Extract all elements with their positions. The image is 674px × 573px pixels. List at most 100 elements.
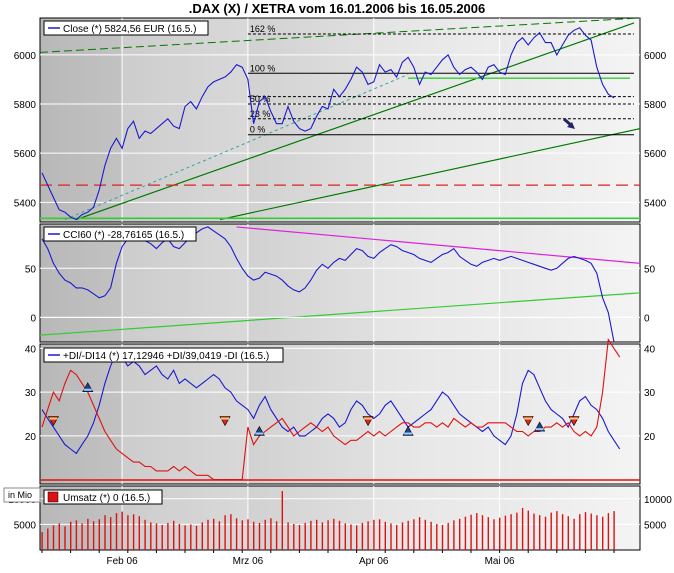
volume-bar bbox=[539, 515, 541, 550]
volume-unit-label: in Mio bbox=[8, 490, 32, 500]
volume-bar bbox=[590, 513, 592, 550]
volume-bar bbox=[224, 515, 226, 550]
volume-bar bbox=[304, 522, 306, 550]
volume-bar bbox=[155, 523, 158, 550]
volume-bar bbox=[464, 516, 467, 550]
y-tick-label-right: 40 bbox=[644, 344, 656, 355]
trend-line-main bbox=[76, 22, 635, 221]
month-band bbox=[373, 19, 500, 221]
volume-bar bbox=[447, 522, 449, 550]
volume-bar bbox=[298, 524, 301, 550]
volume-bar bbox=[150, 522, 152, 550]
volume-bar bbox=[270, 518, 272, 550]
volume-bar bbox=[253, 521, 255, 550]
volume-bar bbox=[430, 521, 432, 550]
volume-bar bbox=[70, 521, 72, 550]
volume-bar bbox=[361, 522, 364, 550]
volume-bar bbox=[58, 523, 60, 550]
trend-line-dotted bbox=[64, 74, 409, 221]
sell-signal-marker-band bbox=[364, 417, 373, 420]
legend-cci-label: CCI60 (*) -28,76165 (16.5.) bbox=[63, 230, 184, 241]
volume-bar bbox=[401, 522, 404, 550]
y-tick-label-right: 5600 bbox=[644, 149, 667, 160]
y-tick-label-left: 5000 bbox=[14, 520, 37, 531]
volume-bar bbox=[602, 516, 604, 550]
legend-cci: CCI60 (*) -28,76165 (16.5.) bbox=[43, 226, 197, 242]
volume-bar bbox=[504, 515, 507, 550]
volume-bar bbox=[596, 515, 598, 550]
y-tick-label-left: 0 bbox=[30, 313, 36, 324]
volume-bar bbox=[550, 512, 552, 550]
volume-bar bbox=[167, 522, 169, 550]
y-tick-label-right: 10000 bbox=[644, 495, 672, 506]
volume-bar bbox=[481, 515, 484, 550]
volume-bar bbox=[567, 516, 569, 550]
volume-bar bbox=[104, 515, 106, 550]
plus-di-line bbox=[41, 351, 621, 455]
volume-bar bbox=[579, 514, 581, 550]
buy-signal-marker-band bbox=[404, 432, 413, 435]
volume-bar bbox=[584, 512, 587, 550]
volume-bar bbox=[413, 519, 415, 550]
sell-signal-marker-band bbox=[524, 417, 533, 420]
volume-bar bbox=[81, 523, 83, 550]
volume-bar bbox=[521, 508, 524, 550]
fib-level-label: 162 % bbox=[250, 24, 276, 34]
volume-bar bbox=[373, 519, 375, 550]
x-tick-label: Feb 06 bbox=[107, 556, 139, 567]
volume-bar bbox=[230, 514, 232, 550]
volume-bar bbox=[138, 516, 140, 550]
panel-price bbox=[39, 17, 641, 223]
volume-bar bbox=[367, 521, 369, 550]
buy-signal-marker-band bbox=[83, 388, 92, 391]
sell-signal-marker-band bbox=[569, 417, 578, 420]
cci-trend-line-green bbox=[39, 292, 641, 336]
volume-bar bbox=[190, 524, 192, 550]
volume-bar bbox=[64, 526, 66, 550]
volume-bar bbox=[213, 518, 215, 550]
x-tick-label: Mrz 06 bbox=[233, 556, 264, 567]
volume-bar bbox=[178, 523, 181, 550]
y-tick-label-right: 30 bbox=[644, 388, 656, 399]
sell-signal-marker-band bbox=[221, 417, 230, 420]
y-tick-label-right: 5800 bbox=[644, 100, 667, 111]
volume-bar bbox=[41, 532, 43, 550]
volume-bar bbox=[333, 518, 335, 550]
y-tick-label-left: 40 bbox=[25, 344, 37, 355]
volume-bar bbox=[561, 514, 564, 550]
volume-bar bbox=[527, 510, 529, 550]
volume-bar bbox=[459, 518, 461, 550]
volume-bar bbox=[441, 524, 444, 550]
trend-line-lower bbox=[219, 128, 641, 221]
volume-bar bbox=[321, 522, 324, 550]
volume-bar bbox=[470, 514, 472, 550]
y-tick-label-left: 50 bbox=[25, 264, 37, 275]
legend-price-label: Close (*) 5824,56 EUR (16.5.) bbox=[63, 24, 196, 35]
y-tick-label-right: 6000 bbox=[644, 51, 667, 62]
y-tick-label-left: 5400 bbox=[14, 198, 37, 209]
volume-bar bbox=[184, 525, 186, 550]
volume-bar bbox=[607, 513, 610, 550]
volume-bar bbox=[121, 511, 123, 550]
volume-bar bbox=[573, 518, 575, 550]
y-tick-label-left: 30 bbox=[25, 388, 37, 399]
volume-bar bbox=[356, 525, 358, 550]
volume-bar bbox=[533, 513, 535, 550]
volume-bar bbox=[115, 513, 118, 550]
volume-bar bbox=[293, 523, 295, 550]
volume-bar bbox=[378, 519, 381, 550]
fib-level-label: 100 % bbox=[250, 63, 276, 73]
volume-bar bbox=[281, 491, 283, 550]
volume-bar bbox=[275, 521, 278, 550]
x-tick-label: Apr 06 bbox=[359, 556, 389, 567]
buy-signal-marker-band bbox=[255, 432, 264, 435]
y-tick-label-right: 5400 bbox=[644, 198, 667, 209]
y-tick-label-right: 5000 bbox=[644, 520, 667, 531]
volume-bar bbox=[98, 519, 100, 550]
y-tick-label-left: 20 bbox=[25, 432, 37, 443]
legend-volume: Umsatz (*) 0 (16.5.) bbox=[43, 489, 163, 505]
volume-bar bbox=[516, 512, 518, 550]
volume-bar bbox=[92, 521, 95, 550]
